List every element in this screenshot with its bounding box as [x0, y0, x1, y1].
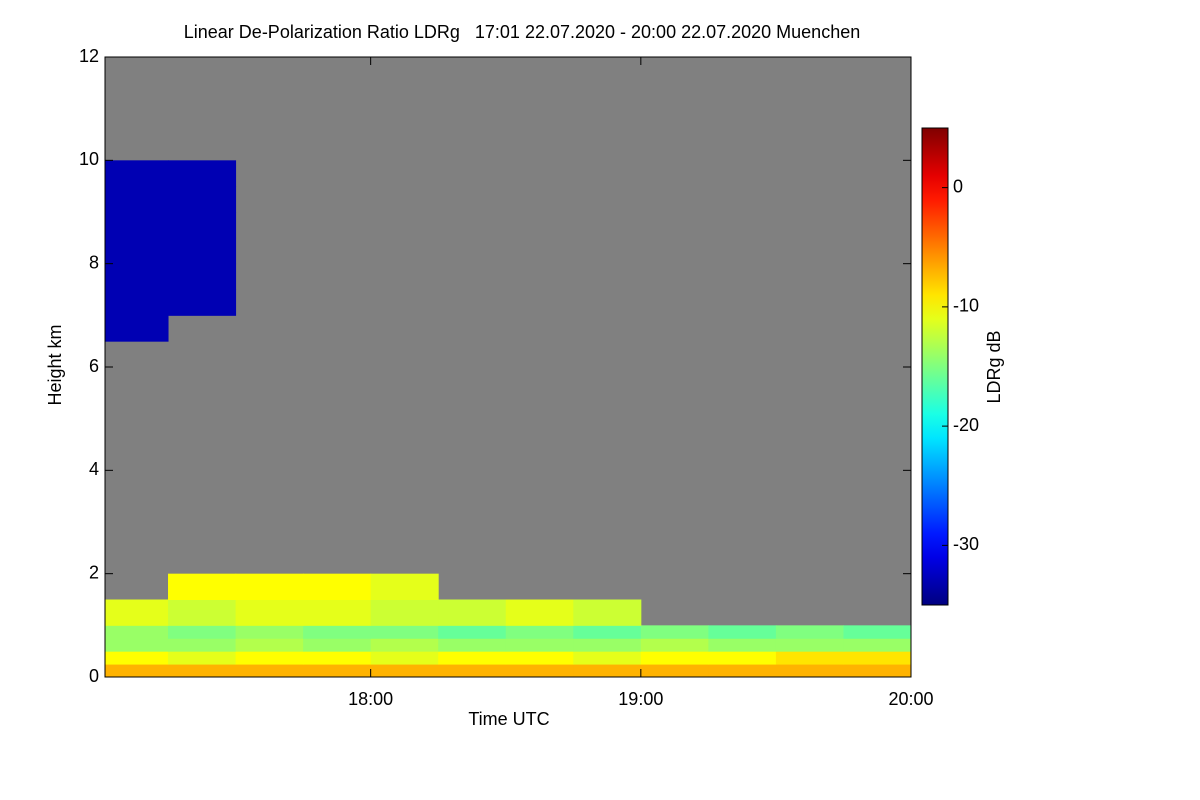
heatmap-cell — [303, 599, 372, 626]
heatmap-cell — [105, 212, 169, 239]
y-tick-label: 0 — [89, 666, 99, 686]
heatmap-cell — [303, 664, 372, 678]
heatmap-cell — [235, 664, 304, 678]
heatmap-cell — [168, 599, 237, 626]
heatmap-cell — [105, 160, 169, 187]
x-axis-label: Time UTC — [468, 709, 549, 729]
heatmap-cell — [708, 625, 777, 639]
y-tick-label: 12 — [79, 46, 99, 66]
heatmap-cell — [168, 237, 237, 265]
x-tick-label: 18:00 — [348, 689, 393, 709]
heatmap-cell — [438, 651, 507, 665]
heatmap-cell — [843, 664, 912, 678]
heatmap-cell — [505, 664, 574, 678]
heatmap-cell — [640, 651, 709, 665]
heatmap-cell — [573, 664, 642, 678]
y-axis-label: Height km — [45, 324, 65, 405]
heatmap-cell — [573, 638, 642, 652]
heatmap-cell — [775, 625, 844, 639]
heatmap-cell — [843, 638, 912, 652]
heatmap-cell — [438, 638, 507, 652]
heatmap-cell — [235, 599, 304, 626]
heatmap-cell — [370, 638, 439, 652]
heatmap-cell — [105, 638, 169, 652]
x-tick-label: 20:00 — [888, 689, 933, 709]
heatmap-cell — [168, 573, 237, 600]
heatmap-cell — [235, 638, 304, 652]
heatmap-cell — [370, 664, 439, 678]
heatmap-cell — [105, 625, 169, 639]
heatmap-cell — [105, 289, 169, 316]
heatmap-cell — [168, 160, 237, 187]
heatmap-cell — [775, 664, 844, 678]
chart-title: Linear De-Polarization Ratio LDRg 17:01 … — [184, 22, 860, 42]
x-tick-label: 19:00 — [618, 689, 663, 709]
heatmap-cell — [843, 651, 912, 665]
heatmap-cell — [168, 289, 237, 316]
heatmap-cell — [370, 625, 439, 639]
heatmap-cell — [168, 664, 237, 678]
y-tick-label: 8 — [89, 252, 99, 272]
heatmap-cell — [105, 186, 169, 213]
heatmap-cell — [303, 638, 372, 652]
heatmap-cell — [168, 263, 237, 290]
heatmap-cell — [168, 212, 237, 239]
heatmap-cell — [303, 625, 372, 639]
y-tick-label: 10 — [79, 149, 99, 169]
heatmap-cell — [235, 573, 304, 600]
heatmap-cell — [370, 651, 439, 665]
heatmap-cell — [105, 651, 169, 665]
heatmap-cell — [105, 315, 169, 342]
heatmap-cell — [105, 263, 169, 290]
heatmap-cell — [105, 599, 169, 626]
heatmap-cell — [708, 651, 777, 665]
heatmap-cell — [843, 625, 912, 639]
y-tick-label: 4 — [89, 459, 99, 479]
heatmap-cell — [505, 625, 574, 639]
y-tick-label: 2 — [89, 562, 99, 582]
heatmap-cell — [235, 625, 304, 639]
heatmap-cell — [370, 573, 439, 600]
heatmap-cell — [438, 664, 507, 678]
heatmap-cell — [235, 651, 304, 665]
heatmap-cell — [168, 638, 237, 652]
heatmap-cell — [168, 651, 237, 665]
heatmap-cell — [640, 664, 709, 678]
colorbar — [921, 127, 949, 606]
heatmap-cell — [775, 651, 844, 665]
heatmap-cell — [573, 651, 642, 665]
heatmap-cell — [370, 599, 439, 626]
colorbar-tick-label: -20 — [953, 415, 979, 435]
colorbar-tick-label: -30 — [953, 534, 979, 554]
heatmap-cell — [640, 638, 709, 652]
colorbar-tick-label: -10 — [953, 296, 979, 316]
heatmap-cell — [168, 186, 237, 213]
heatmap-cell — [438, 599, 507, 626]
y-tick-label: 6 — [89, 356, 99, 376]
heatmap-cell — [505, 599, 574, 626]
heatmap-cell — [505, 638, 574, 652]
heatmap-cell — [775, 638, 844, 652]
heatmap-cell — [105, 664, 169, 678]
heatmap-cell — [708, 638, 777, 652]
heatmap-cell — [303, 573, 372, 600]
heatmap-cell — [303, 651, 372, 665]
heatmap-cell — [708, 664, 777, 678]
heatmap-cell — [640, 625, 709, 639]
heatmap-cell — [573, 625, 642, 639]
heatmap-cell — [438, 625, 507, 639]
colorbar-label: LDRg dB — [984, 330, 1004, 403]
colorbar-tick-label: 0 — [953, 176, 963, 196]
heatmap-cell — [168, 625, 237, 639]
heatmap-cell — [505, 651, 574, 665]
heatmap-cell — [105, 237, 169, 265]
heatmap-cell — [573, 599, 642, 626]
